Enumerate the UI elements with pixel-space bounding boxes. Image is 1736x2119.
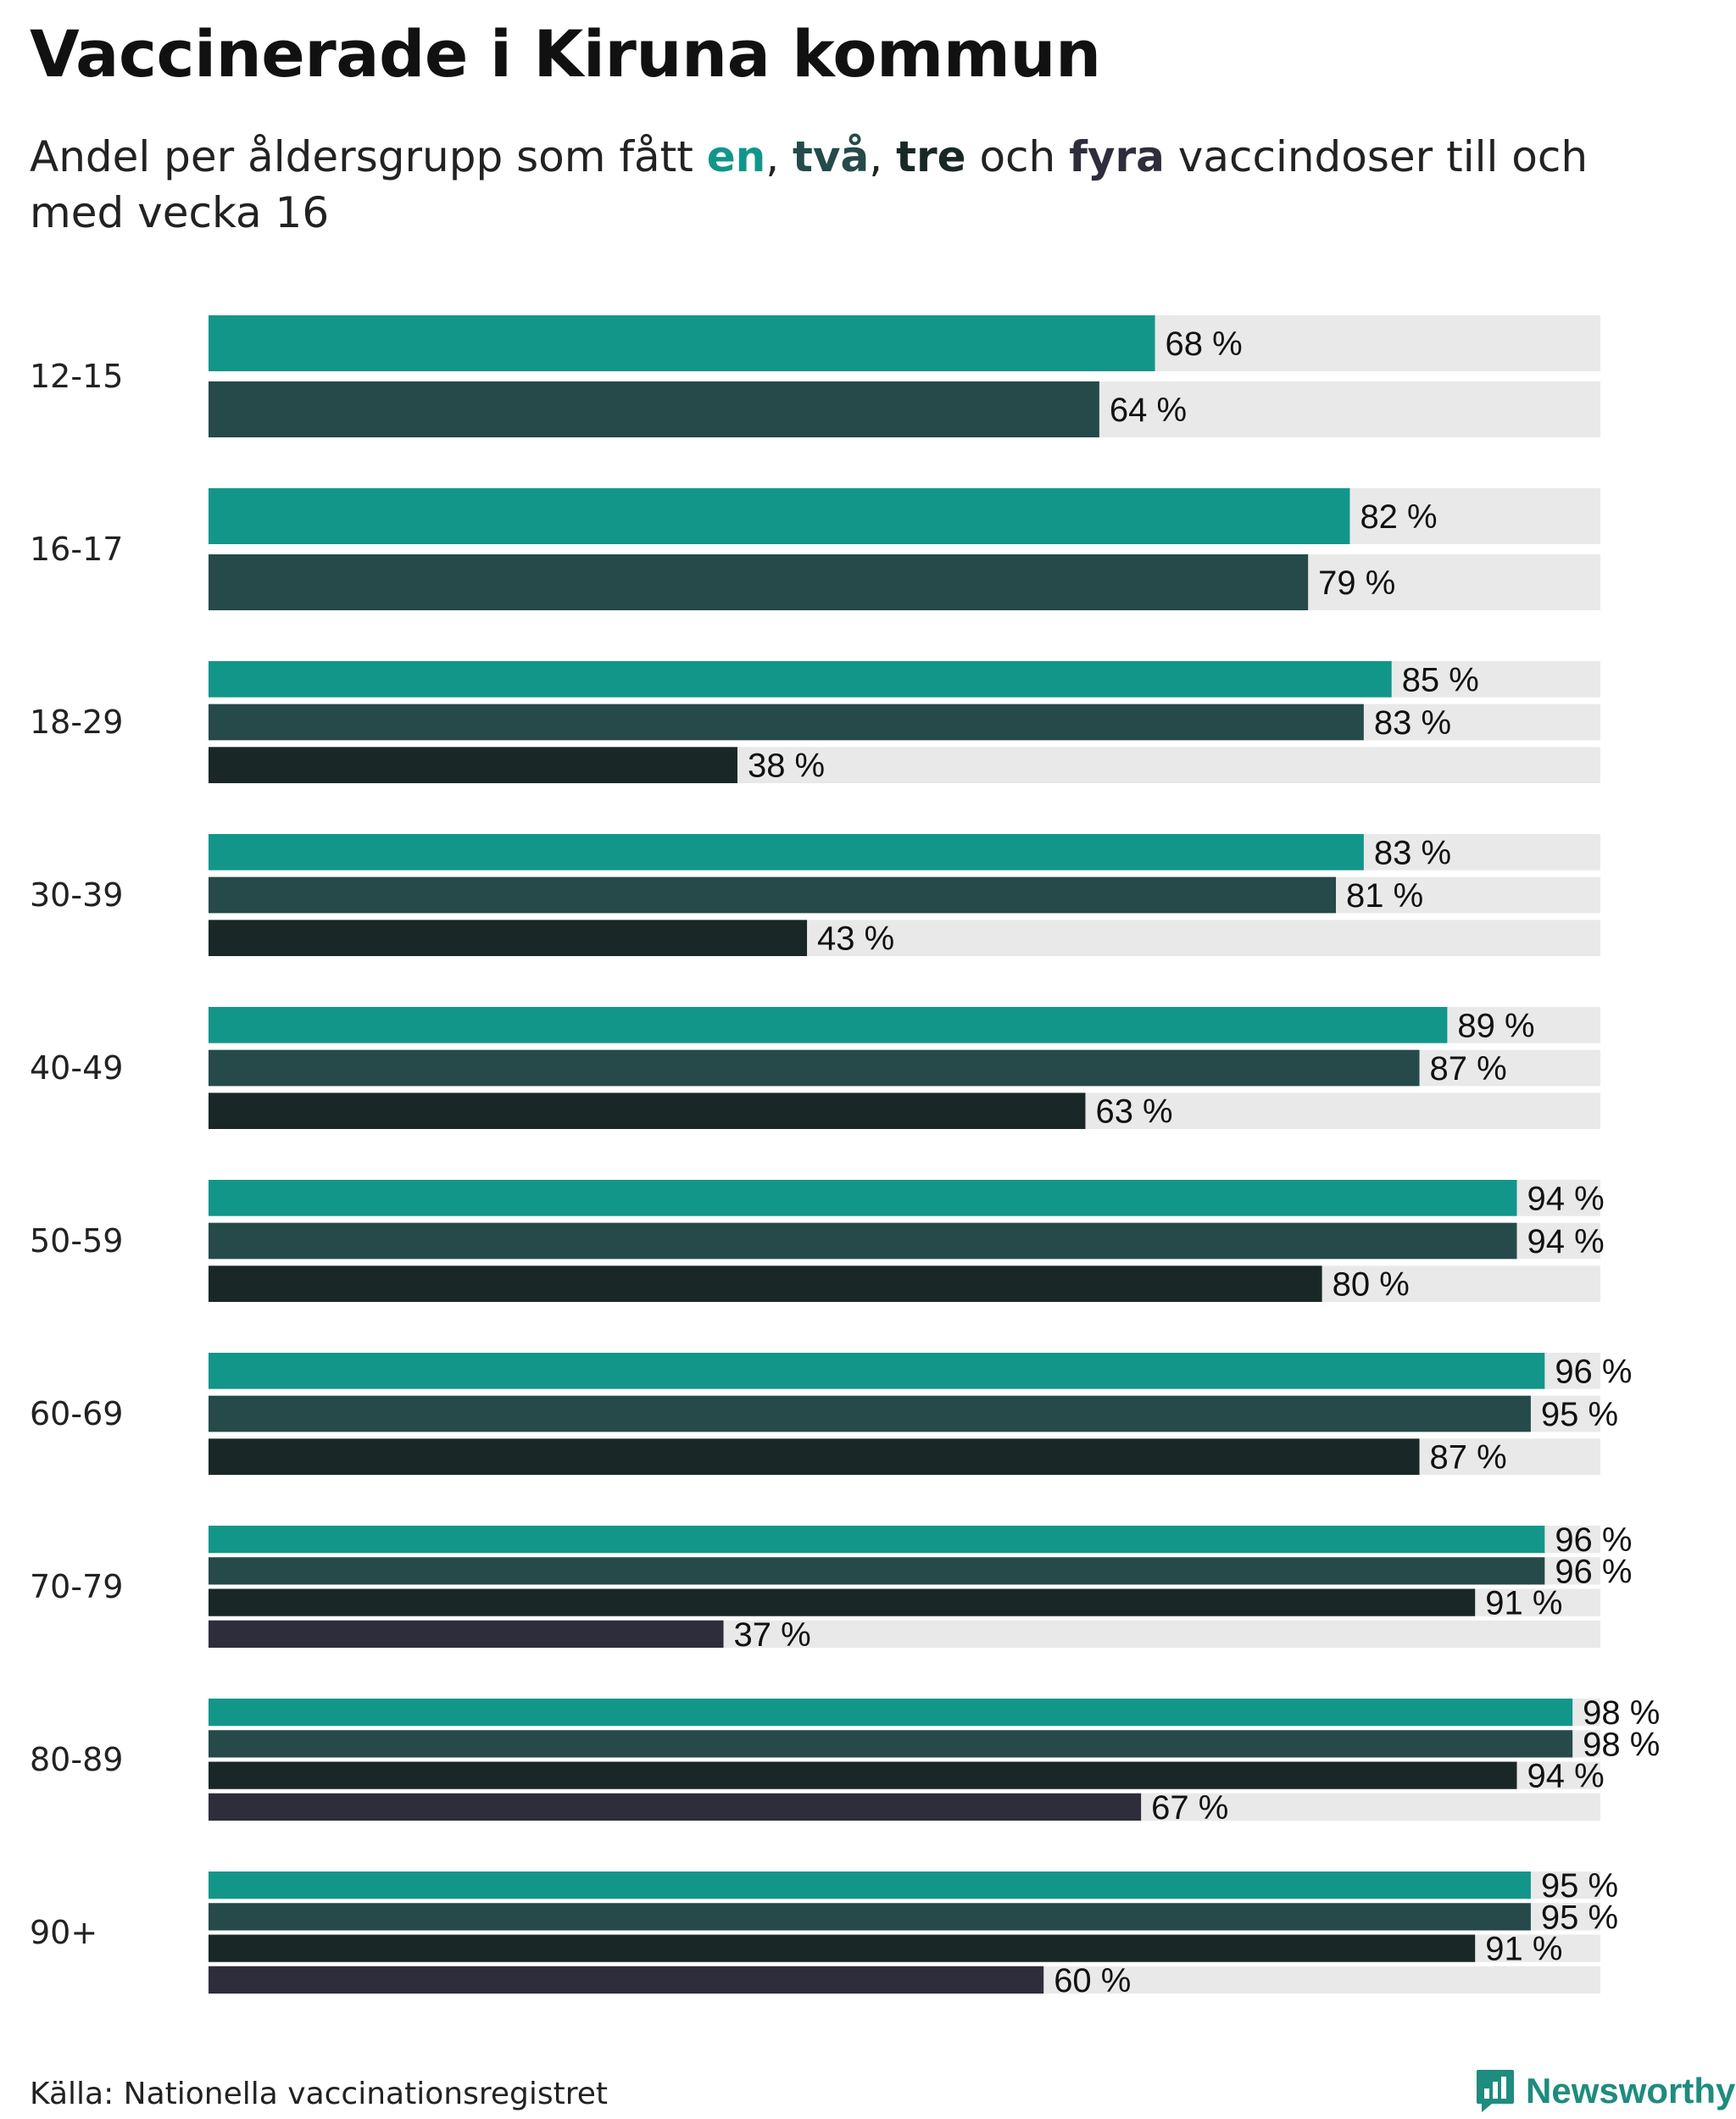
value-label-tva: 95 % xyxy=(1541,1396,1618,1433)
value-label-en: 95 % xyxy=(1541,1867,1618,1905)
value-label-tva: 64 % xyxy=(1110,392,1187,429)
value-label-en: 82 % xyxy=(1360,498,1437,536)
value-label-tre: 80 % xyxy=(1333,1266,1410,1304)
age-group-90+: 90+95 %95 %91 %60 % xyxy=(30,1867,1618,1999)
value-label-tre: 94 % xyxy=(1527,1758,1604,1795)
bar-en xyxy=(209,1526,1545,1554)
bar-en xyxy=(209,1353,1545,1389)
legend-key-tre: tre xyxy=(896,132,966,181)
value-label-tre: 91 % xyxy=(1485,1931,1562,1968)
bar-tre xyxy=(209,1588,1476,1616)
age-group-40-49: 40-49 89 % 87 % 63 % xyxy=(30,1007,1600,1131)
category-label: 40-49 xyxy=(30,1049,123,1087)
category-label: 60-69 xyxy=(30,1395,123,1432)
bar-tva xyxy=(209,1557,1545,1585)
bar-en xyxy=(209,1699,1573,1727)
value-label-tva: 83 % xyxy=(1374,704,1451,742)
value-label-en: 83 % xyxy=(1374,834,1451,871)
value-label-fyra: 67 % xyxy=(1151,1789,1228,1827)
category-label: 12-15 xyxy=(30,358,123,395)
age-group-12-15: 12-15 68 % 64 % xyxy=(30,315,1600,437)
age-group-18-29: 18-29 85 % 83 % 38 % xyxy=(30,661,1600,785)
subtitle-separator: , xyxy=(869,132,897,181)
value-label-en: 96 % xyxy=(1555,1353,1632,1390)
category-label: 90+ xyxy=(30,1914,97,1951)
category-label: 18-29 xyxy=(30,704,123,741)
brand-logo: Newsworthy xyxy=(1475,2068,1735,2114)
bar-tre xyxy=(209,1934,1476,1962)
bar-fyra xyxy=(209,1966,1044,1994)
bar-tva xyxy=(209,704,1364,741)
age-group-30-39: 30-39 83 % 81 % 43 % xyxy=(30,834,1600,958)
bar-tre xyxy=(209,1761,1517,1789)
value-label-en: 68 % xyxy=(1166,325,1243,363)
bar-en xyxy=(209,1872,1531,1899)
subtitle-text-end: vaccindoser till och med vecka 16 xyxy=(30,132,1589,237)
value-label-en: 89 % xyxy=(1457,1007,1534,1044)
legend-key-en: en xyxy=(706,132,766,181)
value-label-tre: 38 % xyxy=(748,748,825,785)
chart-title: Vaccinerade i Kiruna kommun xyxy=(30,16,1101,92)
newsworthy-icon xyxy=(1477,2070,1514,2112)
value-label-tva: 87 % xyxy=(1430,1050,1507,1087)
bar-tva xyxy=(209,1222,1517,1260)
bar-tva xyxy=(209,1730,1573,1758)
bar-tva xyxy=(209,1903,1531,1931)
brand-name: Newsworthy xyxy=(1526,2071,1736,2111)
value-label-tva: 94 % xyxy=(1527,1223,1604,1260)
legend-key-fyra: fyra xyxy=(1069,132,1165,181)
subtitle-separator: och xyxy=(965,132,1070,181)
bar-fyra xyxy=(209,1620,724,1648)
bar-en xyxy=(209,661,1392,698)
bar-tre xyxy=(209,1093,1086,1129)
bar-en xyxy=(209,315,1155,371)
value-label-tva: 96 % xyxy=(1555,1553,1632,1590)
bar-fyra xyxy=(209,1793,1142,1821)
value-label-tva: 81 % xyxy=(1346,877,1423,915)
bar-tva xyxy=(209,381,1099,437)
chart-subtitle: Andel per åldersgrupp som fått en, två, … xyxy=(30,129,1640,241)
value-label-tva: 98 % xyxy=(1583,1726,1660,1763)
value-label-tre: 87 % xyxy=(1430,1439,1507,1477)
value-label-en: 85 % xyxy=(1402,661,1479,698)
value-label-tre: 43 % xyxy=(817,920,894,958)
value-label-en: 96 % xyxy=(1555,1521,1632,1559)
bar-tva xyxy=(209,554,1309,610)
category-label: 80-89 xyxy=(30,1741,123,1778)
bar-tre xyxy=(209,1438,1420,1475)
value-label-tva: 79 % xyxy=(1318,565,1395,602)
age-group-16-17: 16-17 82 % 79 % xyxy=(30,488,1600,610)
bar-tre xyxy=(209,747,737,783)
bar-en xyxy=(209,834,1364,870)
age-group-60-69: 60-69 96 % 95 % 87 % xyxy=(30,1353,1632,1477)
legend-key-tva: två xyxy=(793,132,870,181)
bar-tva xyxy=(209,1049,1420,1087)
category-label: 50-59 xyxy=(30,1222,123,1260)
subtitle-separator: , xyxy=(765,132,793,181)
source-note: Källa: Nationella vaccinationsregistret xyxy=(30,2077,608,2111)
bar-en xyxy=(209,1180,1517,1216)
bar-tre xyxy=(209,1265,1322,1302)
value-label-fyra: 37 % xyxy=(734,1616,811,1654)
age-group-50-59: 50-59 94 % 94 % 80 % xyxy=(30,1180,1605,1304)
value-label-tva: 95 % xyxy=(1541,1899,1618,1936)
value-label-tre: 91 % xyxy=(1485,1585,1562,1622)
bar-tva xyxy=(209,1395,1531,1432)
category-label: 30-39 xyxy=(30,876,123,914)
value-label-tre: 63 % xyxy=(1095,1093,1172,1131)
value-label-fyra: 60 % xyxy=(1054,1962,1131,1999)
value-label-en: 94 % xyxy=(1527,1180,1604,1217)
subtitle-text-start: Andel per åldersgrupp som fått xyxy=(30,132,707,181)
bar-tre xyxy=(209,920,808,956)
category-label: 70-79 xyxy=(30,1568,123,1605)
bar-tva xyxy=(209,876,1337,914)
bar-en xyxy=(209,1007,1448,1043)
bar-en xyxy=(209,488,1350,544)
value-label-en: 98 % xyxy=(1583,1694,1660,1732)
category-label: 16-17 xyxy=(30,531,123,568)
